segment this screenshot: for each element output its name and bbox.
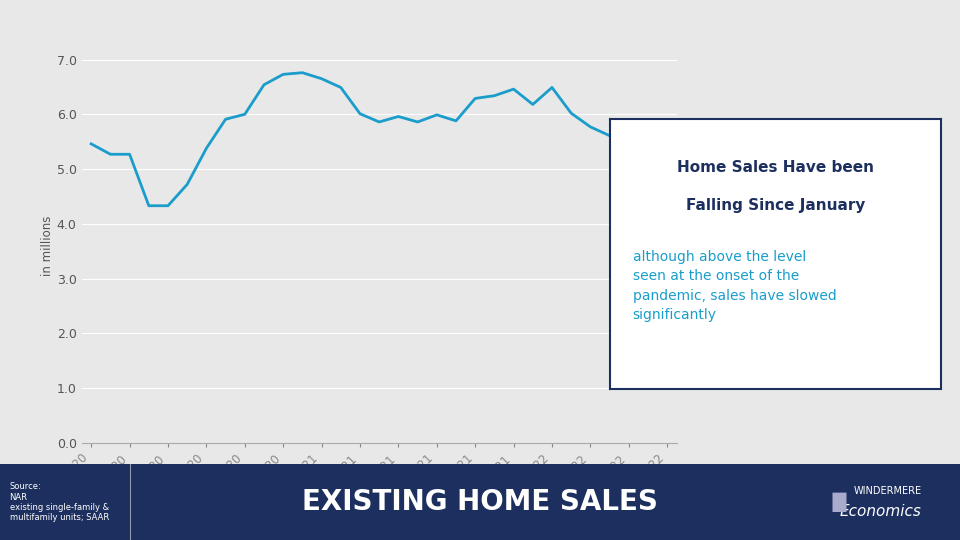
Text: WINDERMERE: WINDERMERE: [853, 486, 922, 496]
Y-axis label: in millions: in millions: [41, 215, 54, 276]
Text: Falling Since January: Falling Since January: [685, 198, 865, 213]
Text: although above the level
seen at the onset of the
pandemic, sales have slowed
si: although above the level seen at the ons…: [633, 250, 836, 322]
Text: ▐▌: ▐▌: [825, 492, 855, 512]
Text: EXISTING HOME SALES: EXISTING HOME SALES: [302, 488, 658, 516]
Text: Source:
NAR
existing single-family &
multifamily units; SAAR: Source: NAR existing single-family & mul…: [10, 482, 108, 522]
Text: Economics: Economics: [840, 504, 922, 519]
Text: Home Sales Have been: Home Sales Have been: [677, 160, 874, 175]
